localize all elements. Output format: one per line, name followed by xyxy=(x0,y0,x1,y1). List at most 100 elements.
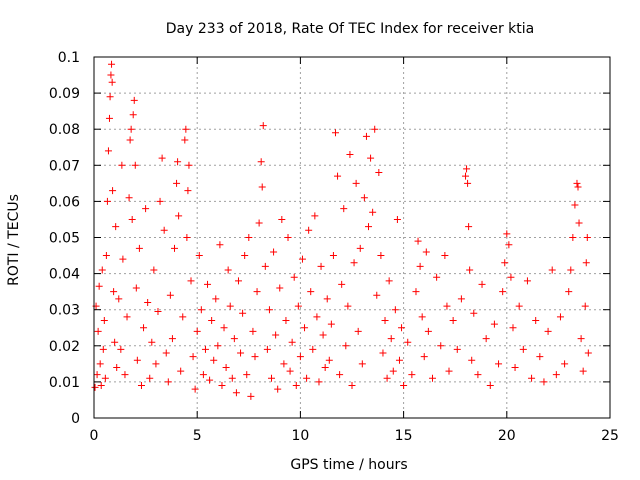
data-point xyxy=(373,291,381,299)
data-point xyxy=(561,360,569,368)
data-point xyxy=(336,371,344,379)
data-point xyxy=(462,172,470,180)
data-point xyxy=(218,382,226,390)
data-point xyxy=(511,363,519,371)
y-tick-label: 0.05 xyxy=(49,231,80,247)
data-point xyxy=(98,266,106,274)
y-tick-label: 0.01 xyxy=(49,375,80,391)
y-tick-label: 0.06 xyxy=(49,194,80,210)
data-point xyxy=(583,234,591,241)
data-point xyxy=(519,345,527,353)
data-point xyxy=(224,266,232,274)
data-point xyxy=(375,169,383,177)
data-point xyxy=(93,371,101,379)
data-point xyxy=(371,125,379,133)
data-point xyxy=(137,382,145,390)
data-point xyxy=(441,252,449,260)
data-point xyxy=(309,345,317,353)
data-point xyxy=(251,353,259,361)
y-tick-label: 0.07 xyxy=(49,158,80,174)
data-point xyxy=(189,353,197,361)
data-point xyxy=(465,223,473,231)
data-point xyxy=(582,259,590,267)
data-point xyxy=(305,226,313,234)
y-tick-label: 0.1 xyxy=(58,50,80,66)
data-point xyxy=(571,201,579,209)
data-point xyxy=(391,306,399,314)
data-point xyxy=(367,154,375,162)
data-point xyxy=(210,356,218,364)
data-point xyxy=(158,154,166,162)
data-point xyxy=(422,248,430,256)
data-point xyxy=(556,313,564,321)
data-point xyxy=(356,244,364,252)
data-point xyxy=(181,136,189,144)
data-point xyxy=(162,349,170,357)
data-point xyxy=(301,324,309,332)
data-point xyxy=(253,288,261,296)
data-point xyxy=(259,122,267,130)
data-point xyxy=(340,205,348,213)
data-point xyxy=(466,266,474,274)
data-point xyxy=(449,317,457,325)
data-point xyxy=(91,383,99,391)
data-point xyxy=(573,179,581,187)
data-point xyxy=(191,385,199,393)
data-point xyxy=(342,342,350,350)
data-point xyxy=(515,302,523,310)
data-point xyxy=(108,60,116,68)
data-point xyxy=(565,288,573,296)
data-point xyxy=(468,356,476,364)
x-tick-label: 5 xyxy=(193,428,202,444)
y-axis-title: ROTI / TECUs xyxy=(6,194,22,286)
data-point xyxy=(201,345,209,353)
data-point xyxy=(99,345,107,353)
data-point xyxy=(263,345,271,353)
data-point xyxy=(125,194,133,202)
data-point xyxy=(170,244,178,252)
data-point xyxy=(96,360,104,368)
data-point xyxy=(111,338,119,346)
data-point xyxy=(393,215,401,223)
data-point xyxy=(352,179,360,187)
data-point xyxy=(206,376,214,384)
data-point xyxy=(105,114,113,122)
data-point xyxy=(544,327,552,335)
data-point xyxy=(107,71,115,79)
data-point xyxy=(474,371,482,379)
data-point xyxy=(173,179,181,187)
data-point xyxy=(313,313,321,321)
y-tick-label: 0.08 xyxy=(49,122,80,138)
data-point xyxy=(119,255,127,263)
data-point xyxy=(501,259,509,267)
data-point xyxy=(268,374,276,382)
y-tick-label: 0.02 xyxy=(49,339,80,355)
data-point xyxy=(331,129,339,137)
data-point xyxy=(239,309,247,317)
data-point xyxy=(278,215,286,223)
data-point xyxy=(495,360,503,368)
data-point xyxy=(334,172,342,180)
data-point xyxy=(123,313,131,321)
data-point xyxy=(307,288,315,296)
data-point xyxy=(408,371,416,379)
data-point xyxy=(270,248,278,256)
data-point xyxy=(144,298,152,306)
grid-lines xyxy=(94,57,610,418)
data-point xyxy=(383,374,391,382)
data-point xyxy=(135,244,143,252)
data-point xyxy=(503,230,511,238)
data-point xyxy=(296,353,304,361)
data-point xyxy=(265,306,273,314)
data-point xyxy=(499,288,507,296)
y-tick-labels: 0 0.01 0.02 0.03 0.04 0.05 0.06 0.07 0.08 0.09 0.1 xyxy=(49,50,80,427)
data-point xyxy=(115,295,123,303)
data-point xyxy=(323,295,331,303)
data-point xyxy=(377,252,385,260)
data-point xyxy=(581,302,589,310)
data-point xyxy=(579,367,587,375)
data-point xyxy=(286,367,294,375)
data-point xyxy=(185,161,193,169)
data-point xyxy=(420,353,428,361)
